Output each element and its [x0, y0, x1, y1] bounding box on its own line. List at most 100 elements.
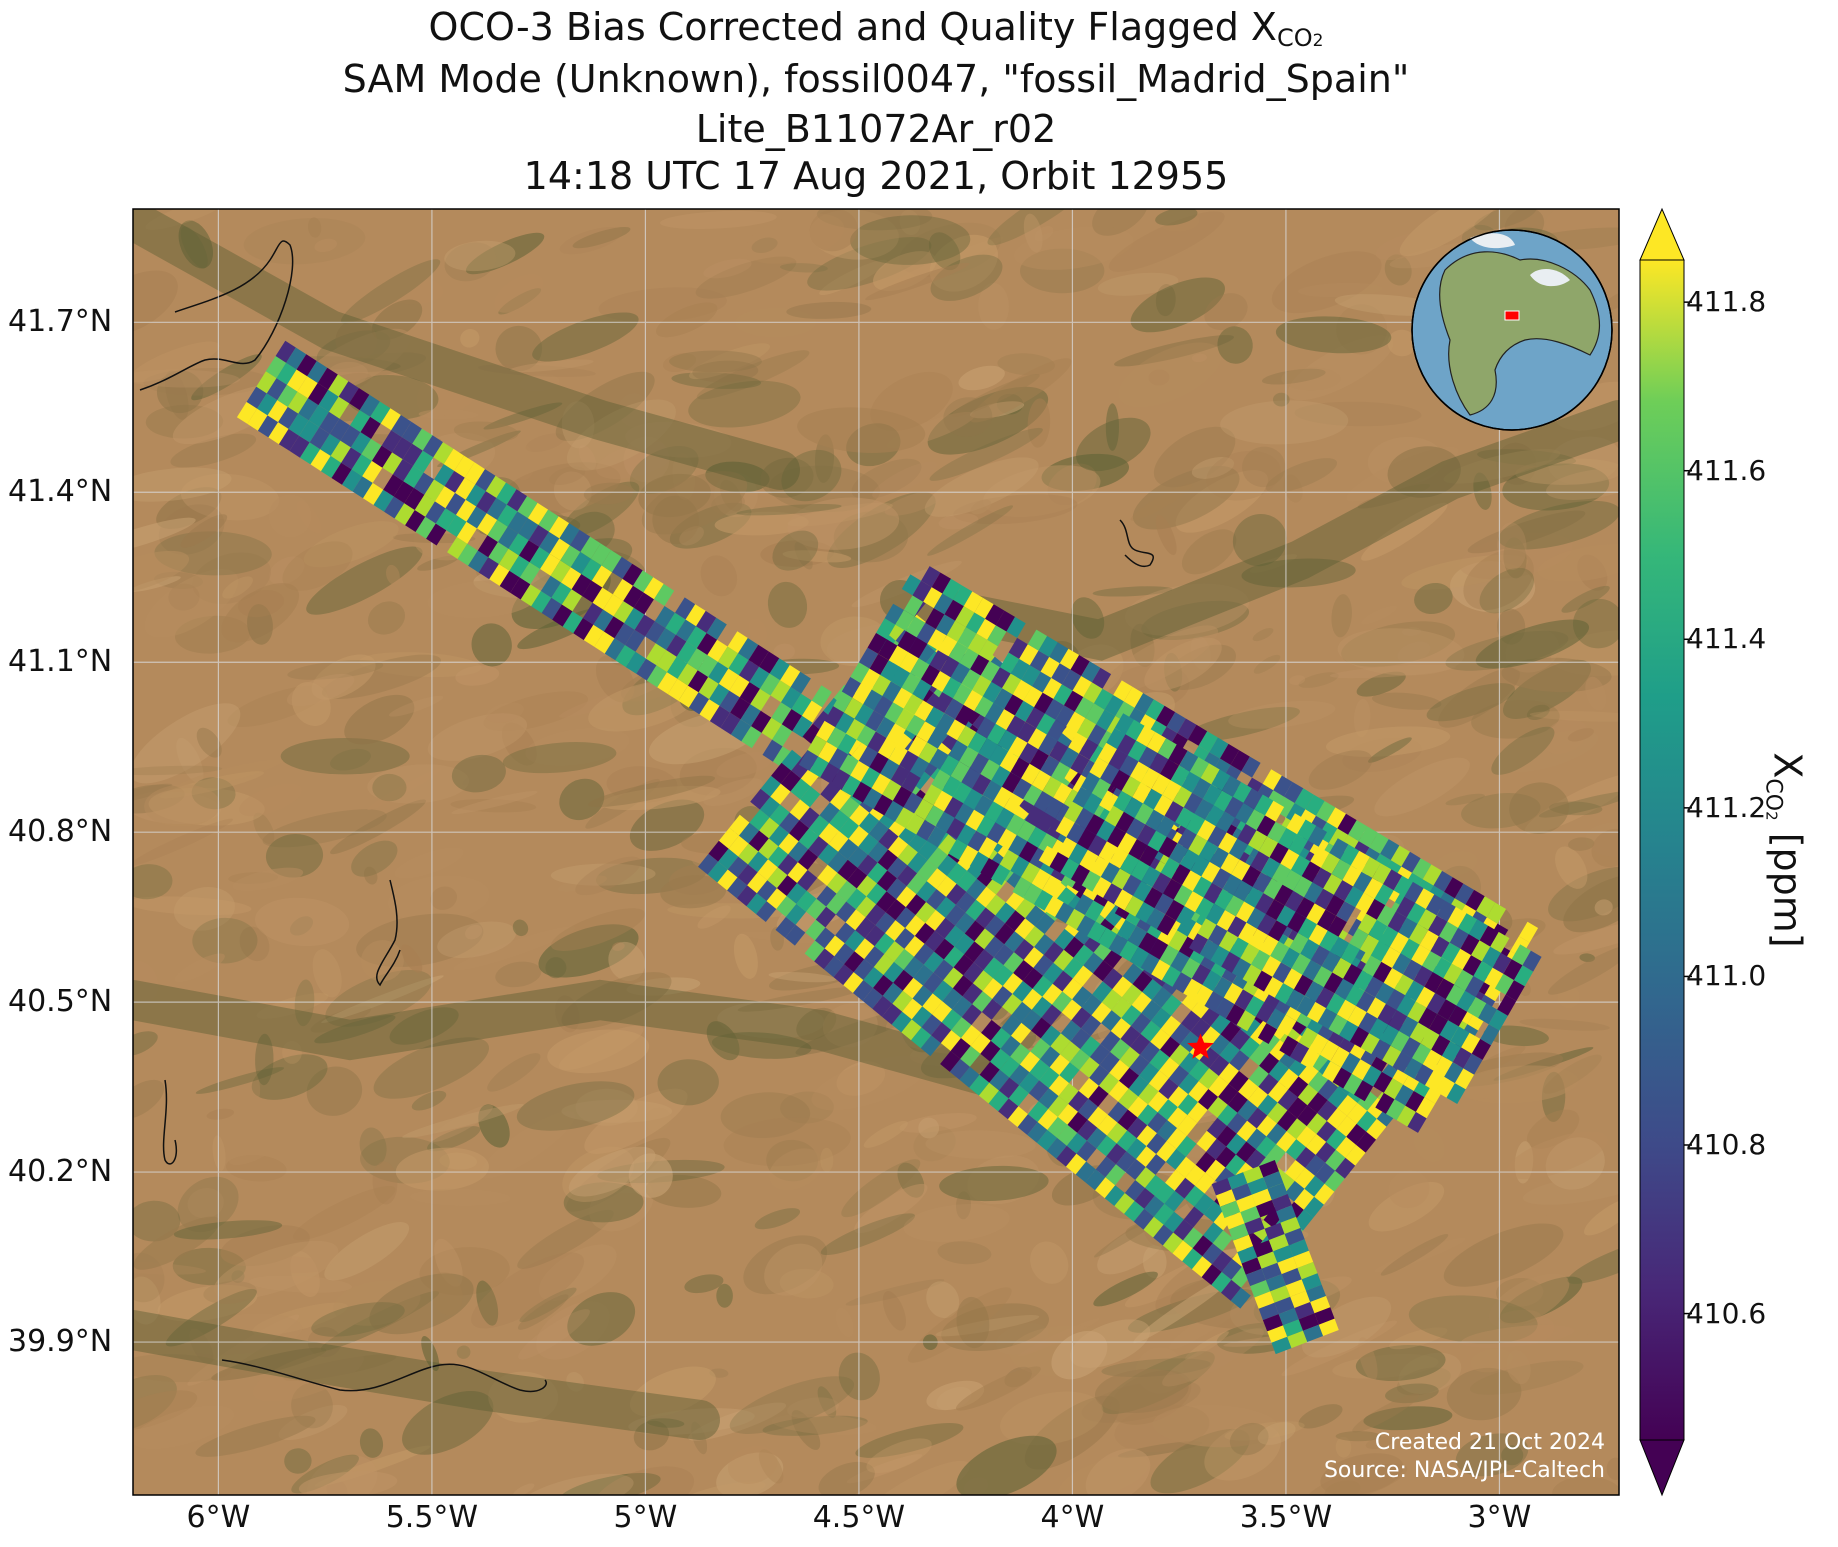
xco2-sounding-cell — [636, 658, 657, 681]
xco2-sounding-cell — [1306, 1134, 1327, 1155]
xco2-sounding-cell — [1415, 986, 1436, 1008]
terrain-patch — [195, 1415, 316, 1457]
terrain-patch — [511, 444, 535, 481]
xco2-sounding-cell — [1091, 778, 1111, 800]
terrain-patch — [1097, 272, 1179, 296]
xco2-sounding-cell — [392, 437, 413, 460]
xco2-sounding-cell — [925, 706, 945, 728]
xco2-sounding-cell — [1333, 880, 1354, 902]
terrain-patch — [211, 1347, 327, 1381]
xco2-sounding-cell — [1444, 877, 1464, 899]
colorbar-label: XCO2 [ppm] — [1761, 752, 1810, 947]
terrain-patch — [1363, 1406, 1453, 1431]
xco2-sounding-cell — [1278, 1308, 1299, 1326]
terrain-patch — [629, 1366, 716, 1417]
xco2-sounding-cell — [1019, 1051, 1040, 1073]
xco2-sounding-cell — [1165, 899, 1185, 921]
xco2-sounding-cell — [875, 912, 896, 934]
xco2-sounding-cell — [1522, 950, 1542, 972]
xco2-sounding-cell — [1079, 1057, 1100, 1078]
xco2-sounding-cell — [1006, 616, 1026, 638]
terrain-patch — [312, 949, 342, 998]
xco2-sounding-cell — [688, 670, 709, 693]
xco2-sounding-cell — [775, 916, 796, 938]
xco2-sounding-cell — [1396, 896, 1416, 918]
xco2-sounding-cell — [1157, 1120, 1178, 1141]
xco2-sounding-cell — [1281, 947, 1301, 969]
terrain-patch — [519, 373, 560, 392]
xco2-sounding-cell — [698, 677, 719, 700]
terrain-patch — [1361, 502, 1448, 561]
terrain-patch — [1130, 277, 1225, 333]
xco2-sounding-cell — [1145, 809, 1165, 831]
xco2-sounding-cell — [974, 795, 994, 816]
xco2-sounding-cell — [1070, 1028, 1091, 1050]
terrain-patch — [1241, 558, 1356, 588]
xco2-sounding-cell — [1414, 1064, 1434, 1086]
xco2-sounding-cell — [957, 725, 977, 747]
terrain-patch — [401, 944, 423, 973]
xco2-sounding-cell — [1315, 1162, 1336, 1184]
xco2-sounding-cell — [1293, 1250, 1314, 1268]
terrain-patch — [773, 643, 795, 661]
xco2-sounding-cell — [1268, 1060, 1289, 1082]
xco2-sounding-cell — [931, 572, 951, 594]
xco2-sounding-cell — [776, 896, 797, 917]
xco2-sounding-cell — [1214, 889, 1234, 910]
terrain-patch — [306, 1066, 363, 1116]
xco2-sounding-cell — [266, 378, 287, 401]
xco2-sounding-cell — [999, 1077, 1020, 1099]
xco2-sounding-cell — [1307, 1001, 1327, 1023]
xco2-sounding-cell — [1286, 803, 1306, 824]
xco2-sounding-cell — [381, 430, 402, 453]
xco2-sounding-cell — [604, 638, 625, 661]
xco2-sounding-cell — [748, 644, 769, 667]
xco2-sounding-cell — [1248, 1065, 1269, 1087]
xco2-sounding-cell — [455, 477, 476, 500]
xco2-sounding-cell — [1476, 896, 1496, 918]
xco2-sounding-cell — [1152, 872, 1172, 894]
xco2-sounding-cell — [1350, 850, 1370, 872]
xco2-sounding-cell — [719, 690, 740, 713]
xco2-sounding-cell — [1108, 1080, 1129, 1102]
terrain-patch — [478, 1104, 510, 1148]
xco2-sounding-cell — [1191, 1256, 1212, 1278]
xco2-sounding-cell — [1420, 1028, 1440, 1050]
xco2-sounding-cell — [1104, 1185, 1125, 1206]
xco2-sounding-cell — [1235, 802, 1255, 824]
xco2-sounding-cell — [886, 723, 906, 745]
terrain-patch — [1374, 757, 1470, 817]
xco2-sounding-cell — [1127, 925, 1147, 947]
terrain-patch — [1206, 450, 1281, 501]
xco2-sounding-cell — [531, 591, 552, 613]
xco2-sounding-cell — [1136, 1125, 1157, 1147]
xco2-sounding-cell — [1179, 1052, 1200, 1074]
xco2-sounding-cell — [927, 727, 947, 749]
xco2-sounding-cell — [944, 698, 964, 720]
xco2-sounding-cell — [1253, 1240, 1274, 1258]
reservoir-outline — [375, 879, 401, 987]
xco2-sounding-cell — [957, 627, 977, 649]
xco2-sounding-cell — [1177, 828, 1197, 850]
xco2-sounding-cell — [747, 872, 768, 894]
terrain-patch — [1491, 726, 1555, 775]
xco2-sounding-cell — [1220, 743, 1240, 765]
xco2-sounding-cell — [1418, 1007, 1438, 1029]
terrain-patch — [1118, 342, 1222, 408]
xco2-sounding-cell — [933, 959, 954, 981]
xco2-sounding-cell — [975, 907, 996, 929]
xco2-sounding-cell — [1117, 1109, 1138, 1131]
xco2-sounding-cell — [1241, 756, 1261, 778]
xco2-sounding-cell — [1121, 1005, 1142, 1026]
xco2-sounding-cell — [873, 974, 894, 996]
xco2-sounding-cell — [1069, 1049, 1090, 1070]
xco2-sounding-cell — [1110, 1038, 1131, 1060]
xco2-sounding-cell — [1344, 886, 1364, 908]
xco2-sounding-cell — [1218, 832, 1238, 854]
xco2-sounding-cell — [1187, 1102, 1208, 1123]
xco2-sounding-cell — [276, 362, 297, 385]
xco2-sounding-cell — [1198, 1089, 1219, 1110]
xco2-sounding-cell — [1205, 805, 1225, 827]
terrain-patch — [1413, 1127, 1445, 1163]
xco2-sounding-cell — [1252, 872, 1272, 893]
